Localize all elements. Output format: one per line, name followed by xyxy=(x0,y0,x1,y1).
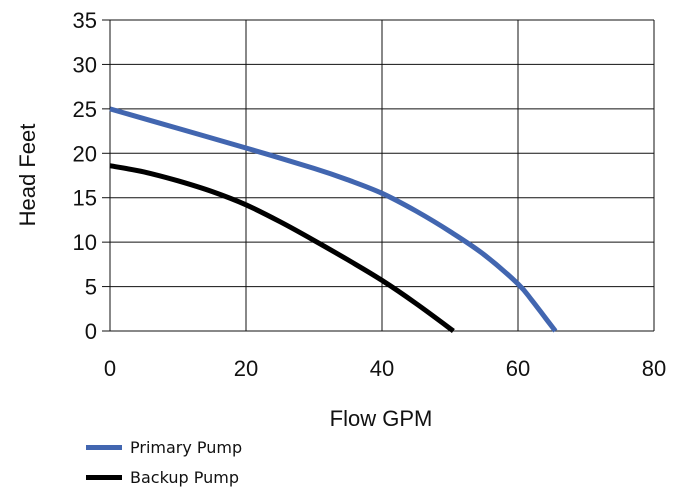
y-tick-label: 10 xyxy=(73,230,97,255)
y-tick-label: 15 xyxy=(73,186,97,211)
x-axis-title: Flow GPM xyxy=(330,406,433,430)
grid-lines xyxy=(102,19,655,332)
x-tick-label: 20 xyxy=(234,356,258,381)
x-tick-label: 0 xyxy=(104,356,116,381)
y-tick-label: 30 xyxy=(73,52,97,77)
legend-swatch-backup xyxy=(86,474,122,480)
legend-item-primary: Primary Pump xyxy=(86,432,242,462)
legend-item-backup: Backup Pump xyxy=(86,462,242,492)
x-tick-label: 80 xyxy=(642,356,666,381)
series-lines xyxy=(109,106,558,334)
y-tick-label: 5 xyxy=(85,275,97,300)
x-tick-label: 40 xyxy=(370,356,394,381)
y-tick-label: 20 xyxy=(73,141,97,166)
y-tick-labels: 0 5 10 15 20 25 30 35 xyxy=(73,8,97,344)
x-tick-label: 60 xyxy=(506,356,530,381)
y-tick-label: 25 xyxy=(73,97,97,122)
backup-pump-line xyxy=(109,163,455,334)
primary-pump-line xyxy=(109,106,558,333)
pump-performance-chart: 0 5 10 15 20 25 30 35 0 20 40 60 80 Flow GPM Head F… xyxy=(15,8,666,430)
legend: Primary Pump Backup Pump xyxy=(86,432,242,492)
legend-swatch-primary xyxy=(86,444,122,450)
legend-label-backup: Backup Pump xyxy=(130,467,239,487)
y-axis-title: Head Feet xyxy=(15,124,40,227)
x-tick-labels: 0 20 40 60 80 xyxy=(104,356,666,381)
legend-label-primary: Primary Pump xyxy=(130,437,243,457)
y-tick-label: 35 xyxy=(73,8,97,33)
y-tick-label: 0 xyxy=(85,319,97,344)
